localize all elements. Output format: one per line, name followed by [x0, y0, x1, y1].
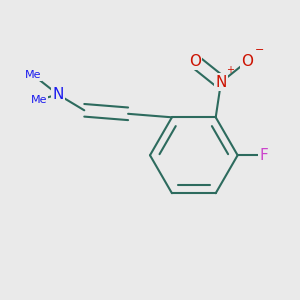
Text: Me: Me: [31, 95, 47, 105]
Text: +: +: [226, 64, 234, 74]
Text: F: F: [260, 148, 268, 163]
Text: N: N: [52, 87, 64, 102]
Text: −: −: [255, 45, 264, 55]
Text: O: O: [241, 54, 253, 69]
Text: N: N: [215, 75, 227, 90]
Text: Me: Me: [25, 70, 42, 80]
Text: O: O: [189, 54, 201, 69]
